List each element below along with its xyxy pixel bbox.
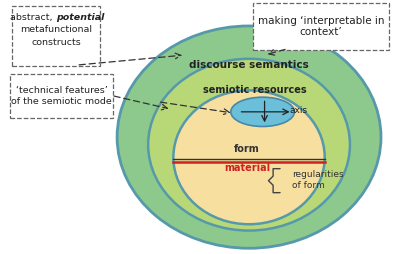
Text: semiotic resources: semiotic resources xyxy=(203,85,307,95)
Text: material: material xyxy=(224,163,270,173)
Text: abstract,: abstract, xyxy=(10,13,56,22)
Text: making ‘interpretable in
context’: making ‘interpretable in context’ xyxy=(258,16,384,37)
Text: metafunctional: metafunctional xyxy=(20,25,92,34)
Ellipse shape xyxy=(231,97,294,126)
Ellipse shape xyxy=(148,59,350,231)
FancyBboxPatch shape xyxy=(12,6,100,66)
Text: potential: potential xyxy=(56,13,104,22)
Text: discourse semantics: discourse semantics xyxy=(189,60,309,70)
Text: constructs: constructs xyxy=(31,38,81,47)
FancyBboxPatch shape xyxy=(253,3,389,50)
FancyBboxPatch shape xyxy=(10,74,113,118)
Text: regularities
of form: regularities of form xyxy=(292,170,343,190)
Text: ‘technical features’
of the semiotic mode: ‘technical features’ of the semiotic mod… xyxy=(12,86,112,106)
Ellipse shape xyxy=(117,26,381,248)
Ellipse shape xyxy=(173,90,325,224)
Text: form: form xyxy=(234,144,260,154)
Text: axis: axis xyxy=(290,106,308,115)
